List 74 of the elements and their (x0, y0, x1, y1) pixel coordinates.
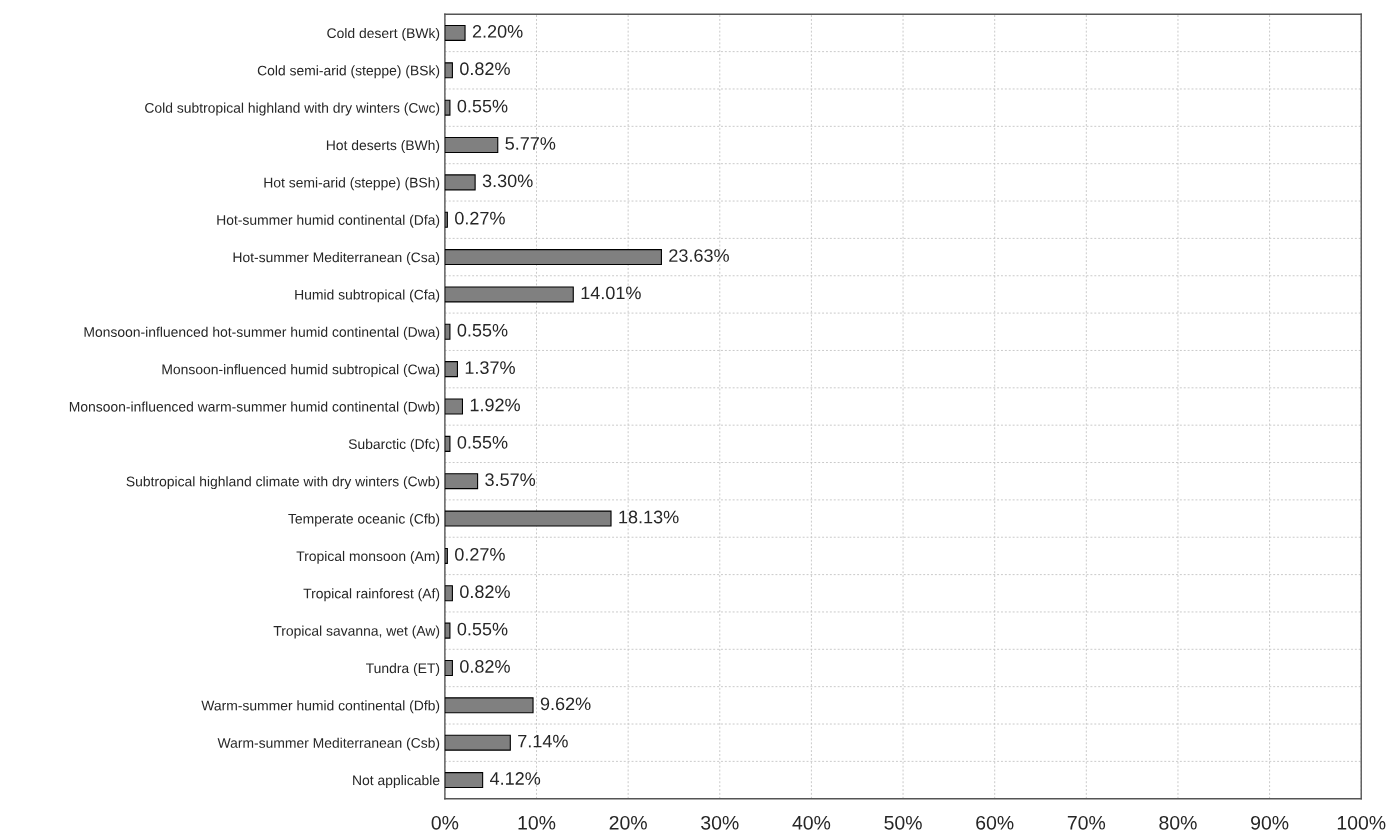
x-tick-label: 30% (701, 815, 739, 830)
x-tick-label: 100% (1337, 815, 1386, 830)
y-tick-label: Humid subtropical (Cfa) (295, 289, 440, 303)
bar (444, 659, 453, 677)
bar (444, 24, 466, 41)
bar (444, 585, 453, 602)
data-label: 4.12% (489, 772, 541, 785)
y-tick-label: Warm-summer Mediterranean (Csb) (217, 737, 440, 751)
bar (444, 136, 499, 154)
x-tick-label: 90% (1251, 815, 1289, 830)
bar (444, 398, 464, 415)
bar (444, 62, 453, 79)
data-label: 3.57% (485, 473, 536, 487)
bar (444, 249, 662, 266)
data-label: 0.55% (457, 622, 508, 636)
x-tick-label: 20% (609, 815, 647, 830)
data-label: 5.77% (505, 137, 556, 150)
x-tick-label: 70% (1067, 815, 1106, 830)
y-tick-label: Monsoon-influenced warm-summer humid continental (Dwb) (69, 401, 440, 415)
x-tick-label: 80% (1159, 815, 1197, 830)
bar (444, 473, 479, 490)
bar (444, 286, 574, 303)
data-label: 0.82% (460, 585, 510, 599)
data-label: 14.01% (581, 286, 641, 300)
bar (444, 99, 451, 116)
x-tick-label: 60% (976, 815, 1014, 830)
y-tick-label: Hot-summer humid continental (Dfa) (217, 214, 440, 228)
bar (444, 174, 476, 191)
bar (444, 435, 451, 452)
data-label: 3.30% (482, 174, 533, 188)
data-label: 9.62% (540, 697, 591, 711)
y-tick-label: Hot semi-arid (steppe) (BSh) (264, 177, 440, 191)
bar (444, 211, 448, 228)
bar (444, 361, 458, 378)
y-tick-label: Tropical rainforest (Af) (303, 588, 440, 602)
bar (444, 323, 451, 340)
data-label: 0.55% (457, 99, 508, 113)
bar (444, 697, 534, 714)
y-tick-label: Hot-summer Mediterranean (Csa) (233, 252, 440, 265)
y-tick-label: Monsoon-influenced hot-summer humid continental (Dwa) (84, 326, 440, 340)
bar (444, 772, 484, 789)
y-tick-label: Cold subtropical highland with dry winters (Cwc) (145, 102, 440, 116)
y-tick-label: Subarctic (Dfc) (348, 438, 440, 452)
y-tick-label: Temperate oceanic (Cfb) (288, 513, 440, 527)
data-label: 7.14% (518, 734, 568, 748)
bar (444, 547, 448, 564)
x-tick-label: 10% (518, 815, 556, 830)
x-tick-label: 40% (792, 815, 831, 830)
bar (444, 622, 451, 639)
data-label: 18.13% (619, 510, 679, 524)
data-label: 0.27% (455, 547, 505, 561)
y-tick-label: Not applicable (353, 775, 440, 788)
y-tick-label: Tropical savanna, wet (Aw) (273, 625, 440, 639)
y-tick-label: Hot deserts (BWh) (326, 139, 440, 153)
data-label: 0.27% (455, 211, 505, 225)
data-label: 0.82% (460, 62, 510, 76)
data-label: 2.20% (472, 25, 523, 38)
bar (444, 734, 511, 751)
y-tick-label: Warm-summer humid continental (Dfb) (201, 700, 440, 714)
data-label: 23.63% (669, 249, 729, 262)
y-tick-label: Tundra (ET) (366, 662, 440, 676)
data-label: 1.37% (465, 361, 515, 374)
x-tick-label: 50% (884, 815, 922, 830)
y-tick-label: Tropical monsoon (Am) (296, 550, 440, 564)
y-tick-label: Monsoon-influenced humid subtropical (Cwa) (162, 364, 440, 378)
data-label: 0.55% (457, 323, 508, 337)
y-tick-label: Cold semi-arid (steppe) (BSk) (257, 65, 440, 79)
y-tick-label: Subtropical highland climate with dry winters (Cwb) (126, 476, 440, 490)
data-label: 1.92% (470, 398, 520, 412)
bar (444, 510, 612, 527)
y-tick-label: Cold desert (BWk) (327, 27, 440, 41)
x-tick-label: 0% (431, 815, 459, 830)
data-label: 0.55% (457, 435, 508, 449)
data-label: 0.82% (460, 660, 510, 673)
